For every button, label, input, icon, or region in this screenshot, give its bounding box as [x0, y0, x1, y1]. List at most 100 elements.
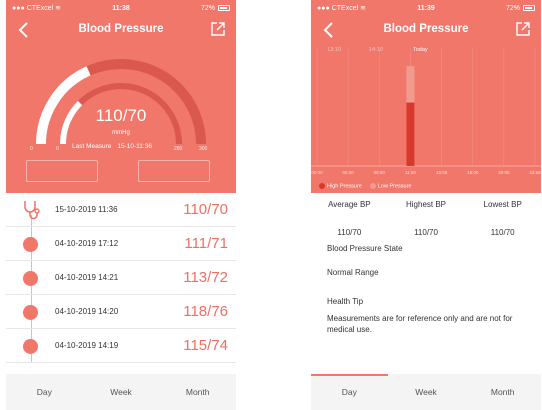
page-title: Blood Pressure: [78, 23, 164, 35]
tab-week[interactable]: Week: [110, 387, 132, 397]
chart-legend: High Pressure Low Pressure: [319, 183, 412, 189]
wifi-icon: ≋: [360, 5, 367, 12]
tab-bar: Day Week Month: [311, 374, 541, 410]
stat-lowest: Lowest BP 110/70: [464, 200, 541, 237]
status-bar: ●●● CTExcel ≋ 11:38 72%: [6, 0, 236, 16]
stat-label: Average BP: [328, 200, 371, 209]
record-date: 04-10-2019 14:19: [55, 341, 119, 350]
stat-value: 110/70: [414, 228, 438, 237]
status-bar: ●●● CTExcel ≋ 11:39 72%: [311, 0, 541, 16]
share-icon[interactable]: [210, 21, 226, 37]
battery-percent: 72%: [505, 4, 520, 12]
tab-month[interactable]: Month: [490, 387, 515, 397]
status-time: 11:38: [112, 4, 130, 12]
blood-pressure-screen: ●●● CTExcel ≋ 11:38 72% Blood Pressure 0 0…: [6, 0, 236, 410]
timeline-dot: [23, 237, 38, 252]
page-title: Blood Pressure: [383, 23, 469, 35]
nav-bar: Blood Pressure: [6, 18, 236, 44]
gauge-outer-fill: [36, 59, 206, 145]
stat-value: 110/70: [490, 228, 515, 237]
nav-bar: Blood Pressure: [311, 18, 541, 44]
last-measure-value: 15-10-11:36: [117, 143, 152, 150]
gauge-scale-label: 280: [174, 146, 183, 152]
gauge-scale-label: 0: [56, 146, 59, 152]
record-date: 04-10-2019 14:20: [55, 307, 119, 316]
record-row[interactable]: 04-10-2019 17:12 111/71: [6, 227, 236, 261]
stethoscope-icon: [24, 201, 40, 220]
x-tick-label: 23:59: [529, 170, 541, 175]
record-bp: 115/74: [183, 337, 228, 354]
stat-average: Average BP 110/70: [311, 200, 388, 237]
gauge-panel: [6, 0, 236, 193]
last-measure-label: Last Measure: [72, 143, 112, 150]
x-tick-label: 09:00: [374, 170, 386, 175]
date-label[interactable]: 14:10: [369, 47, 383, 53]
legend-low: Low Pressure: [369, 183, 412, 189]
record-row[interactable]: 15-10-2019 11:36 110/70: [6, 193, 236, 227]
battery-icon: [523, 5, 535, 11]
wifi-icon: ≋: [55, 5, 62, 12]
status-time: 11:39: [417, 4, 435, 12]
x-tick-label: 18:00: [467, 170, 479, 175]
stat-label: Highest BP: [405, 200, 447, 209]
x-tick-label: 05:00: [343, 170, 355, 175]
signal-icon: ●●●: [12, 4, 25, 12]
share-icon[interactable]: [515, 21, 531, 37]
x-tick-label: 15:00: [436, 170, 448, 175]
record-date: 04-10-2019 17:12: [55, 239, 119, 248]
x-tick-label: 00:00: [311, 170, 323, 175]
timeline-dot: [23, 305, 38, 320]
record-row[interactable]: 04-10-2019 14:19 115/74: [6, 329, 236, 363]
record-date: 04-10-2019 14:21: [55, 273, 119, 282]
bp-unit: mmHg: [112, 130, 130, 136]
bp-state-label: Blood Pressure State: [327, 244, 403, 253]
health-tip-text: Measurements are for reference only and …: [327, 314, 513, 334]
record-bp: 113/72: [183, 269, 228, 286]
health-tip-label: Health Tip: [327, 297, 364, 306]
ghost-button-right[interactable]: [138, 160, 210, 182]
record-row[interactable]: 04-10-2019 14:20 118/76: [6, 295, 236, 329]
legend-high: High Pressure: [319, 183, 362, 189]
bp-gauge: [36, 59, 206, 145]
back-arrow-icon[interactable]: [321, 21, 337, 39]
stat-label: Lowest BP: [483, 200, 522, 209]
carrier-name: CTExcel: [331, 4, 359, 12]
battery-percent: 72%: [200, 4, 215, 12]
tab-week[interactable]: Week: [415, 387, 437, 397]
last-measure: Last Measure 15-10-11:36: [72, 143, 152, 150]
tab-bar: Day Week Month: [6, 374, 236, 410]
x-tick-label: 20:00: [498, 170, 510, 175]
record-bp: 118/76: [183, 303, 228, 320]
date-label[interactable]: 13:10: [327, 47, 341, 53]
battery-icon: [218, 5, 230, 11]
record-list: 15-10-2019 11:36 110/70 04-10-2019 17:12…: [6, 193, 236, 363]
bp-reading: 110/70: [95, 106, 147, 125]
back-arrow-icon[interactable]: [16, 21, 32, 39]
ghost-button-left[interactable]: [26, 160, 98, 182]
bp-chart: 00:00 05:00 09:00 11:00 15:00 18:00 20:00 23:59: [311, 48, 541, 175]
record-bp: 110/70: [183, 201, 228, 218]
gauge-scale-label: 300: [199, 146, 208, 152]
tab-month[interactable]: Month: [185, 387, 210, 397]
signal-icon: ●●●: [317, 4, 330, 12]
carrier-name: CTExcel: [26, 4, 54, 12]
gauge-scale-label: 0: [30, 146, 33, 152]
bar-high-pressure: [406, 102, 415, 166]
stat-highest: Highest BP 110/70: [388, 200, 465, 237]
blood-pressure-detail-screen: ●●● CTExcel ≋ 11:39 72% Blood Pressure 13:…: [311, 0, 541, 410]
chart-panel: [311, 0, 541, 193]
bp-state-value: Normal Range: [327, 268, 379, 277]
stats-row: Average BP 110/70 Highest BP 110/70 Lowe…: [311, 200, 541, 237]
record-date: 15-10-2019 11:36: [55, 205, 118, 214]
record-row[interactable]: 04-10-2019 14:21 113/72: [6, 261, 236, 295]
tab-day[interactable]: Day: [311, 374, 388, 410]
timeline-dot: [23, 271, 38, 286]
x-tick-label: 11:00: [405, 170, 416, 175]
stat-value: 110/70: [337, 228, 362, 237]
record-bp: 111/71: [184, 235, 228, 252]
date-label-today[interactable]: Today: [413, 47, 428, 53]
timeline-dot: [23, 339, 38, 354]
tab-day[interactable]: Day: [36, 387, 52, 397]
bar-low-pressure: [406, 66, 415, 103]
gauge-inner-fill: [60, 83, 182, 145]
